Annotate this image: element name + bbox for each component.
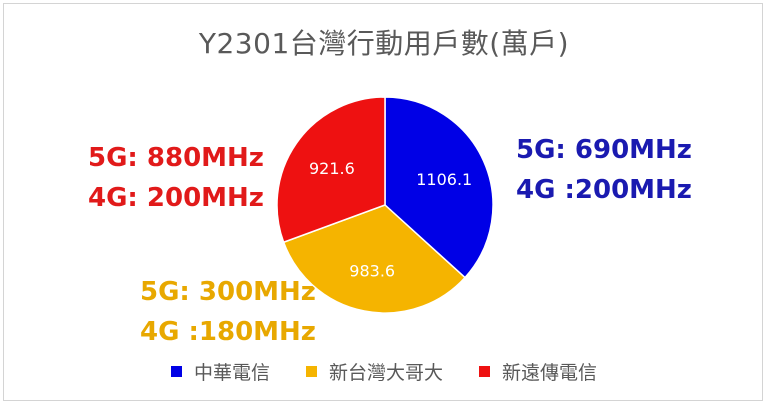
blue-annotation-4g: 4G :200MHz [516,175,692,205]
red-annotation-5g: 5G: 880MHz [88,143,264,173]
legend-label-fet: 新遠傳電信 [502,362,598,384]
legend: 中華電信 新台灣大哥大 新遠傳電信 [0,358,768,385]
legend-swatch-twm [305,366,317,377]
pie-slice-twm [282,204,467,314]
legend-swatch-fet [479,366,490,377]
orange-annotation-5g: 5G: 300MHz [140,277,316,307]
chart-frame [3,3,763,401]
pie-slice-fet [276,96,386,244]
blue-spectrum-annotation: 5G: 690MHz 4G :200MHz [516,130,692,210]
legend-swatch-cht [170,366,182,377]
pie-label-twm: 983.6 [349,262,395,281]
blue-annotation-5g: 5G: 690MHz [516,135,692,165]
pie-label-fet: 921.6 [309,159,355,178]
pie-label-cht: 1106.1 [416,170,472,189]
orange-spectrum-annotation: 5G: 300MHz 4G :180MHz [140,272,316,352]
legend-label-cht: 中華電信 [193,362,270,384]
pie-slice-cht [384,96,494,279]
chart-title: Y2301台灣行動用戶數(萬戶) [198,27,570,60]
red-annotation-4g: 4G: 200MHz [88,183,264,213]
legend-item-cht: 中華電信 [170,358,270,385]
orange-annotation-4g: 4G :180MHz [140,317,316,347]
legend-item-fet: 新遠傳電信 [479,358,597,385]
legend-label-twm: 新台灣大哥大 [328,362,443,384]
legend-item-twm: 新台灣大哥大 [305,358,443,385]
red-spectrum-annotation: 5G: 880MHz 4G: 200MHz [88,138,264,218]
